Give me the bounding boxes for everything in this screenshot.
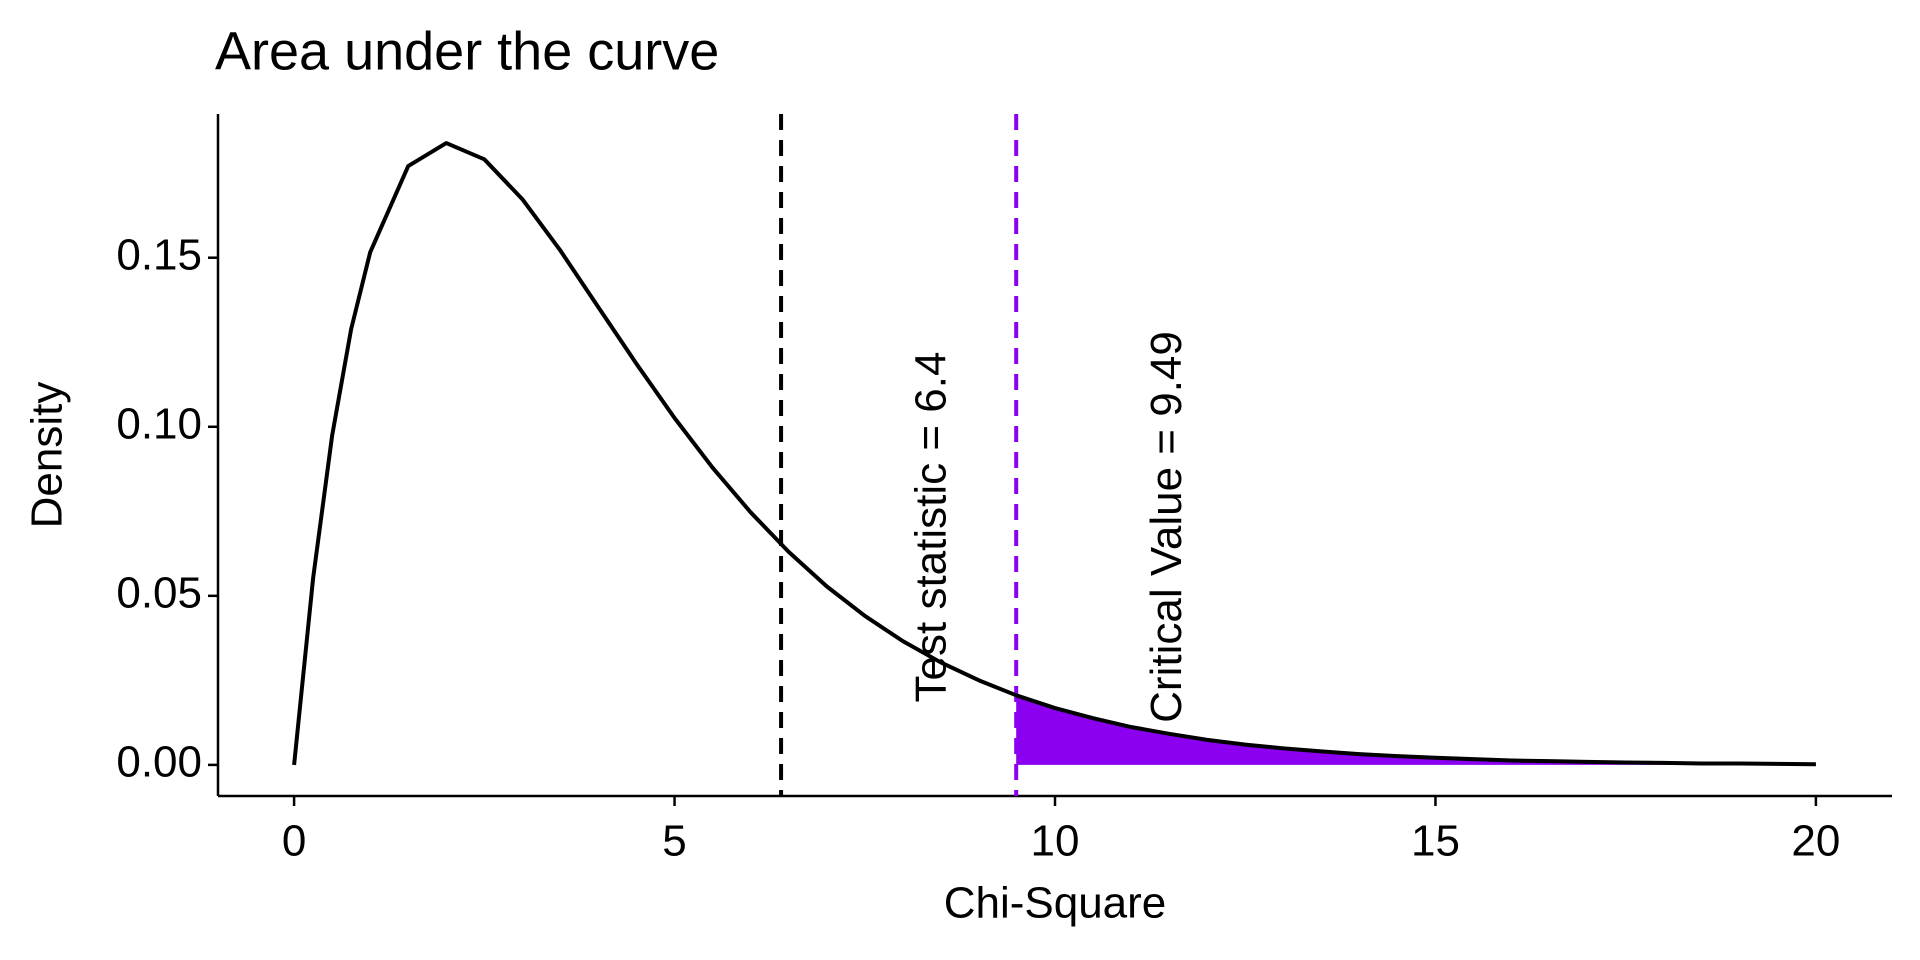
x-tick-label: 5 [662,817,686,866]
reference-label: Test statistic = 6.4 [907,352,956,703]
curve [292,141,1816,767]
y-tick-label: 0.15 [116,230,202,279]
x-tick-label: 0 [282,817,306,866]
y-tick-label: 0.00 [116,738,202,787]
y-tick-label: 0.10 [116,399,202,448]
y-tick-label: 0.05 [116,568,202,617]
x-axis-label: Chi-Square [944,879,1167,928]
shaded-area [1016,695,1816,765]
chart-title: Area under the curve [215,21,719,81]
y-axis-label: Density [23,382,72,529]
x-tick-label: 15 [1411,817,1460,866]
reference-label: Critical Value = 9.49 [1142,331,1191,723]
x-tick-label: 20 [1791,817,1840,866]
x-tick-label: 10 [1031,817,1080,866]
